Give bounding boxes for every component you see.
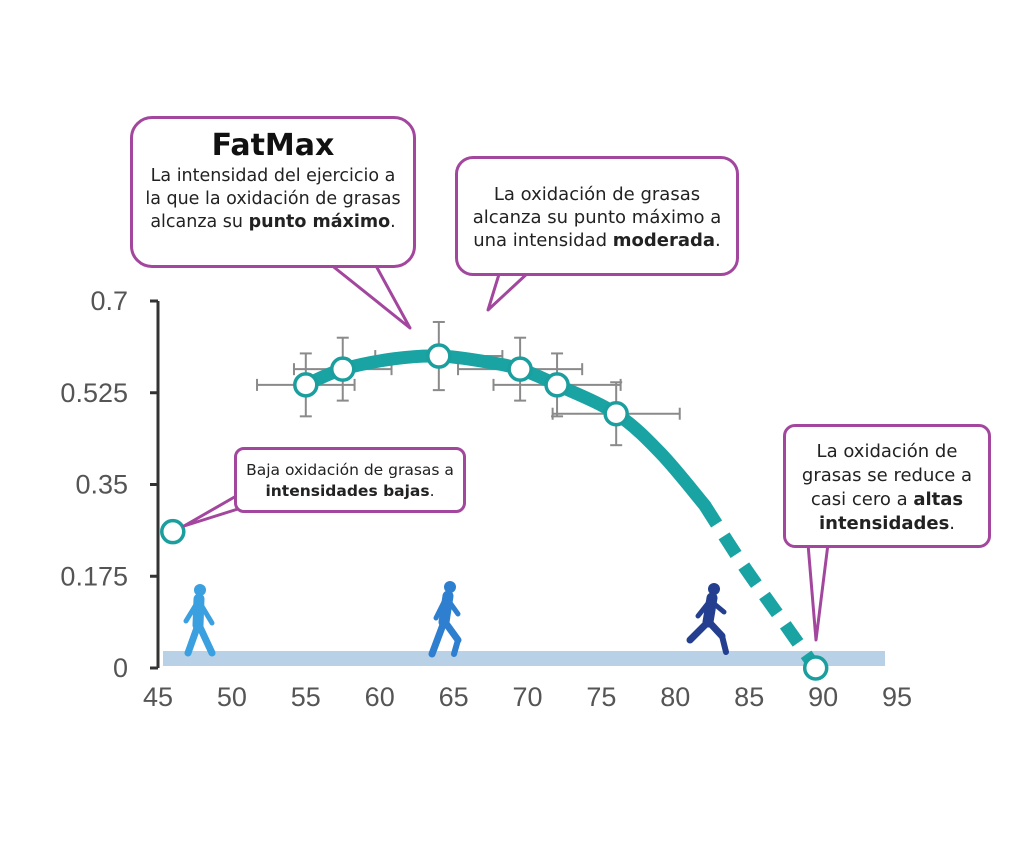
data-point — [603, 400, 629, 427]
x-tick-label: 60 — [365, 682, 395, 712]
x-tick-label: 45 — [143, 682, 173, 712]
x-tick-label: 80 — [660, 682, 690, 712]
walker-icon — [183, 584, 216, 657]
callout-fatmax-title: FatMax — [211, 128, 335, 163]
data-point — [426, 343, 452, 369]
fat-oxidation-curve — [299, 349, 712, 512]
x-tick-label: 55 — [291, 682, 321, 712]
callout-fatmax-text: La intensidad del ejercicio a la que la … — [145, 166, 401, 232]
data-point — [160, 518, 186, 545]
data-point — [293, 372, 319, 398]
callout-fatmax: FatMax La intensidad del ejercicio a la … — [130, 116, 416, 268]
callout-moderate: La oxidación de grasas alcanza su punto … — [455, 156, 739, 276]
data-markers — [160, 343, 829, 681]
x-axis-ticks: 45 50 55 60 65 70 75 80 85 90 95 — [143, 682, 912, 712]
x-tick-label: 70 — [512, 682, 542, 712]
x-tick-label: 85 — [734, 682, 764, 712]
y-tick-label: 0.175 — [60, 561, 128, 591]
y-tick-label: 0 — [113, 653, 128, 683]
intensity-band — [163, 651, 885, 666]
jogger-icon — [428, 581, 462, 658]
y-tick-label: 0.7 — [90, 286, 128, 316]
x-tick-label: 95 — [882, 682, 912, 712]
y-tick-label: 0.35 — [75, 470, 128, 500]
y-axis-ticks: 0 0.175 0.35 0.525 0.7 — [60, 286, 158, 683]
callout-low-intensity: Baja oxidación de grasas a intensidades … — [234, 447, 466, 513]
callout-high-intensity: La oxidación de grasas se reduce a casi … — [783, 424, 991, 548]
data-point — [544, 372, 570, 398]
x-tick-label: 90 — [808, 682, 838, 712]
data-point — [507, 356, 533, 382]
low-pointer — [182, 493, 240, 528]
fatmax-pointer — [328, 262, 412, 330]
high-pointer — [806, 542, 830, 642]
data-point — [330, 356, 356, 382]
x-tick-label: 65 — [439, 682, 469, 712]
error-bars — [256, 320, 681, 447]
y-tick-label: 0.525 — [60, 378, 128, 408]
data-point — [802, 655, 829, 681]
moderate-pointer — [486, 269, 532, 312]
runner-icon — [686, 583, 729, 655]
x-tick-label: 50 — [217, 682, 247, 712]
x-tick-label: 75 — [586, 682, 616, 712]
